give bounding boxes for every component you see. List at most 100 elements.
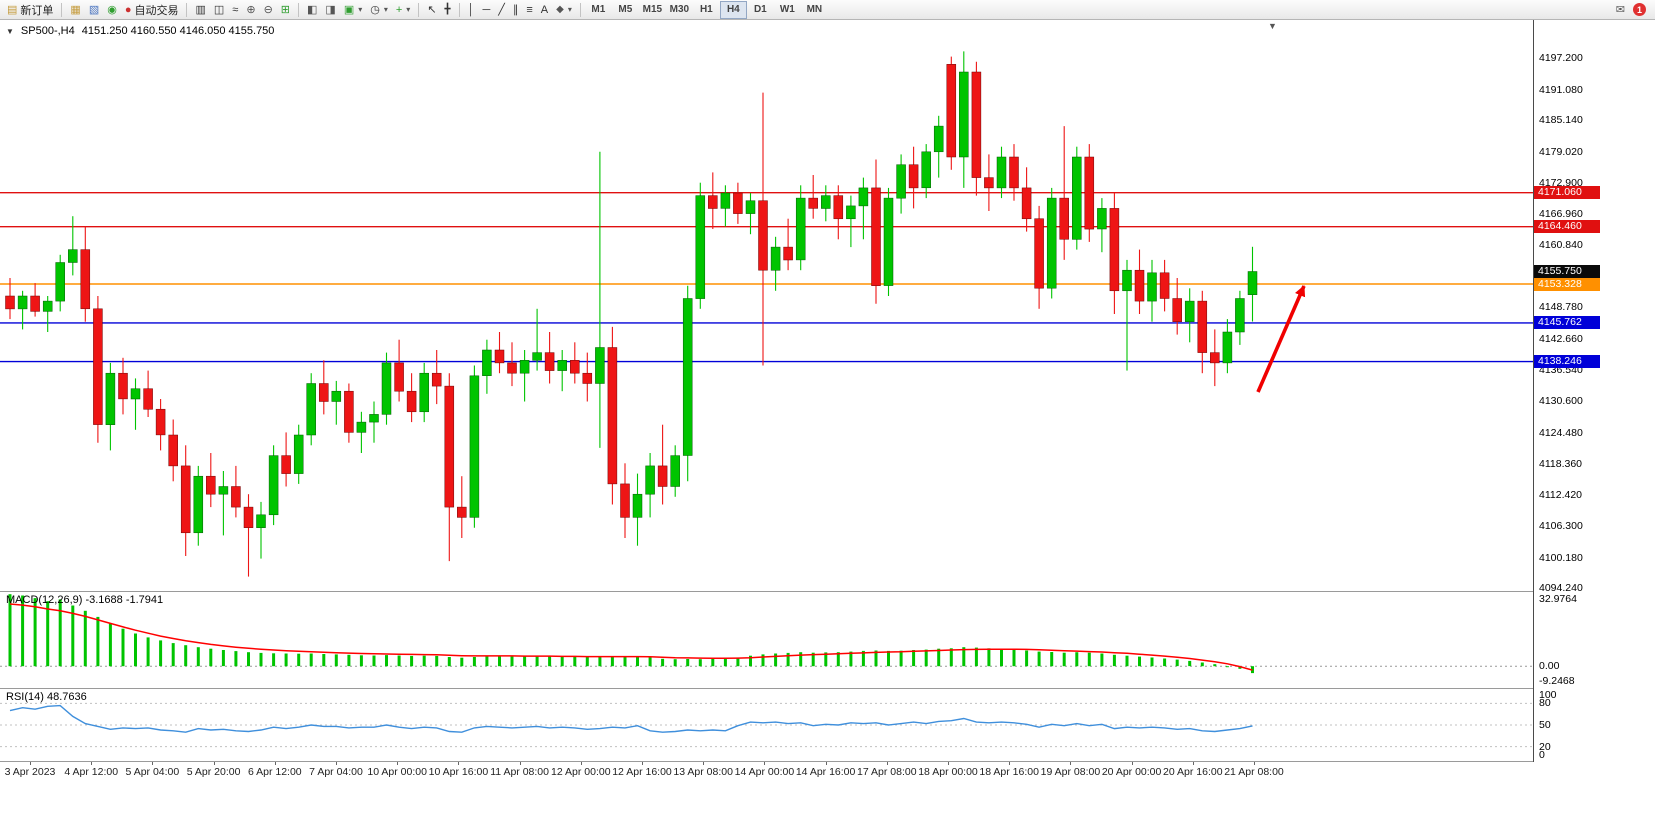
- timeframe-w1[interactable]: W1: [774, 1, 801, 19]
- bar-chart-icon: ▥: [195, 3, 206, 16]
- horizontal-line-tool-button[interactable]: ─: [478, 1, 494, 19]
- time-tick: [458, 762, 460, 765]
- time-label: 6 Apr 12:00: [247, 766, 302, 778]
- time-tick: [519, 762, 521, 765]
- text-tool-icon: A: [540, 3, 549, 16]
- new-order-button[interactable]: ▤ 新订单: [3, 1, 57, 19]
- line-chart-mode-button[interactable]: ≈: [228, 1, 242, 19]
- vertical-line-icon: │: [467, 3, 475, 16]
- toolbar-separator: [186, 2, 188, 17]
- rsi-scale-label: 50: [1539, 719, 1551, 731]
- macd-scale-label: 32.9764: [1539, 593, 1577, 605]
- time-tick: [336, 762, 337, 765]
- price-tick: 4191.080: [1539, 83, 1583, 96]
- time-tick: [397, 762, 399, 765]
- zoom-out-button[interactable]: ⊖: [260, 1, 277, 19]
- price-tick: 4094.240: [1539, 582, 1583, 595]
- window-layout-icon: ◧: [307, 3, 318, 16]
- timeframe-m1[interactable]: M1: [585, 1, 612, 19]
- crosshair-tool-button[interactable]: ╋: [441, 1, 455, 19]
- macd-scale-label: -9.2468: [1539, 675, 1575, 687]
- candlestick-mode-button[interactable]: ◫: [210, 1, 228, 19]
- indicators-button[interactable]: + ▾: [392, 1, 414, 19]
- auto-arrange-button[interactable]: ◧: [303, 1, 321, 19]
- trendline-tool-button[interactable]: ╱: [494, 1, 509, 19]
- price-scale[interactable]: 4197.200 4191.080 4185.140 4179.020 4172.900…: [1533, 20, 1655, 762]
- fibonacci-tool-button[interactable]: ≡: [522, 1, 536, 19]
- zoom-in-button[interactable]: ⊕: [242, 1, 259, 19]
- periods-button[interactable]: ◷ ▾: [366, 1, 392, 19]
- time-label: 14 Apr 00:00: [734, 766, 795, 778]
- timeframe-m30[interactable]: M30: [666, 1, 693, 19]
- autotrading-button[interactable]: ● 自动交易: [121, 1, 183, 19]
- time-tick: [1131, 762, 1133, 765]
- time-label: 10 Apr 16:00: [428, 766, 489, 778]
- price-tick: 4112.420: [1539, 488, 1583, 501]
- quick-trade-collapse-icon[interactable]: ▼: [6, 26, 14, 36]
- time-tick: [30, 762, 31, 765]
- time-tick: [274, 762, 276, 765]
- line-chart-icon: ≈: [232, 3, 239, 16]
- shapes-icon: ◆: [556, 3, 564, 15]
- pane-separator[interactable]: [0, 591, 1655, 592]
- shapes-tool-button[interactable]: ◆ ▾: [552, 1, 576, 19]
- timeframe-h1[interactable]: H1: [693, 1, 720, 19]
- notification-badge[interactable]: 1: [1633, 3, 1646, 16]
- time-tick: [1254, 762, 1255, 765]
- profiles-button[interactable]: ▧: [85, 1, 103, 19]
- fibonacci-icon: ≡: [526, 3, 533, 16]
- new-chart-button[interactable]: ▣ ▾: [340, 1, 366, 19]
- cursor-tool-button[interactable]: ↖: [423, 1, 440, 19]
- horizontal-line-icon: ─: [482, 3, 491, 16]
- macd-pane-canvas[interactable]: [0, 592, 1533, 688]
- timeframe-h4[interactable]: H4: [719, 0, 747, 19]
- time-label: 21 Apr 08:00: [1224, 766, 1284, 778]
- price-tick: 4179.020: [1539, 145, 1583, 158]
- time-tick: [91, 762, 93, 765]
- level-price-label: 4171.060: [1534, 186, 1600, 200]
- main-chart-canvas[interactable]: [0, 20, 1533, 591]
- price-tick: 4118.360: [1539, 458, 1583, 470]
- tile-windows-button[interactable]: ⊞: [277, 1, 294, 19]
- toolbar-separator: [298, 2, 299, 17]
- time-tick: [764, 762, 766, 765]
- time-label: 7 Apr 04:00: [309, 766, 363, 778]
- time-label: 13 Apr 08:00: [673, 766, 733, 778]
- timeframe-d1[interactable]: D1: [747, 1, 774, 19]
- level-price-label: 4138.246: [1534, 355, 1600, 369]
- toolbar-right-group: ✉ 1: [1612, 1, 1652, 19]
- price-tick: 4160.840: [1539, 239, 1583, 252]
- time-tick: [886, 762, 888, 765]
- text-tool-button[interactable]: A: [537, 1, 552, 19]
- price-tick: 4142.660: [1539, 332, 1583, 345]
- new-order-icon: ▤: [7, 3, 18, 16]
- timeframe-m5[interactable]: M5: [612, 1, 639, 19]
- timeframe-m15[interactable]: M15: [639, 1, 666, 19]
- time-tick: [213, 762, 215, 765]
- vertical-line-tool-button[interactable]: │: [464, 1, 479, 19]
- pane-separator[interactable]: [0, 688, 1655, 689]
- channel-tool-button[interactable]: ∥: [509, 1, 523, 19]
- autotrading-icon: ●: [124, 3, 132, 16]
- macd-indicator-label: MACD(12,26,9) -3.1688 -1.7941: [6, 594, 164, 606]
- cascade-windows-button[interactable]: ◨: [321, 1, 339, 19]
- chart-window-button[interactable]: ▦: [66, 1, 84, 19]
- time-label: 20 Apr 00:00: [1101, 766, 1162, 778]
- chevron-down-icon: ▾: [406, 5, 411, 14]
- rsi-indicator-label: RSI(14) 48.7636: [6, 691, 87, 703]
- chart-symbol-period: SP500-,H4: [20, 25, 75, 37]
- bar-chart-mode-button[interactable]: ▥: [191, 1, 209, 19]
- price-tick: 4197.200: [1539, 52, 1583, 65]
- news-button[interactable]: ✉: [1612, 1, 1629, 19]
- main-toolbar: ▤ 新订单 ▦ ▧ ◉ ● 自动交易 ▥ ◫ ≈ ⊕ ⊖ ⊞ ◧ ◨ ▣ ▾ ◷…: [0, 0, 1655, 20]
- time-label: 14 Apr 16:00: [795, 766, 856, 778]
- pane-separator[interactable]: [0, 761, 1655, 762]
- rsi-pane-canvas[interactable]: [0, 689, 1533, 761]
- rsi-scale-label: 20: [1539, 740, 1551, 753]
- time-label: 12 Apr 16:00: [612, 766, 672, 778]
- chart-shift-marker-icon[interactable]: ▼: [1268, 21, 1277, 31]
- time-axis[interactable]: 3 Apr 2023 4 Apr 12:00 5 Apr 04:00 5 Apr 20…: [0, 762, 1533, 782]
- refresh-button[interactable]: ◉: [103, 1, 121, 19]
- timeframe-mn[interactable]: MN: [801, 1, 828, 19]
